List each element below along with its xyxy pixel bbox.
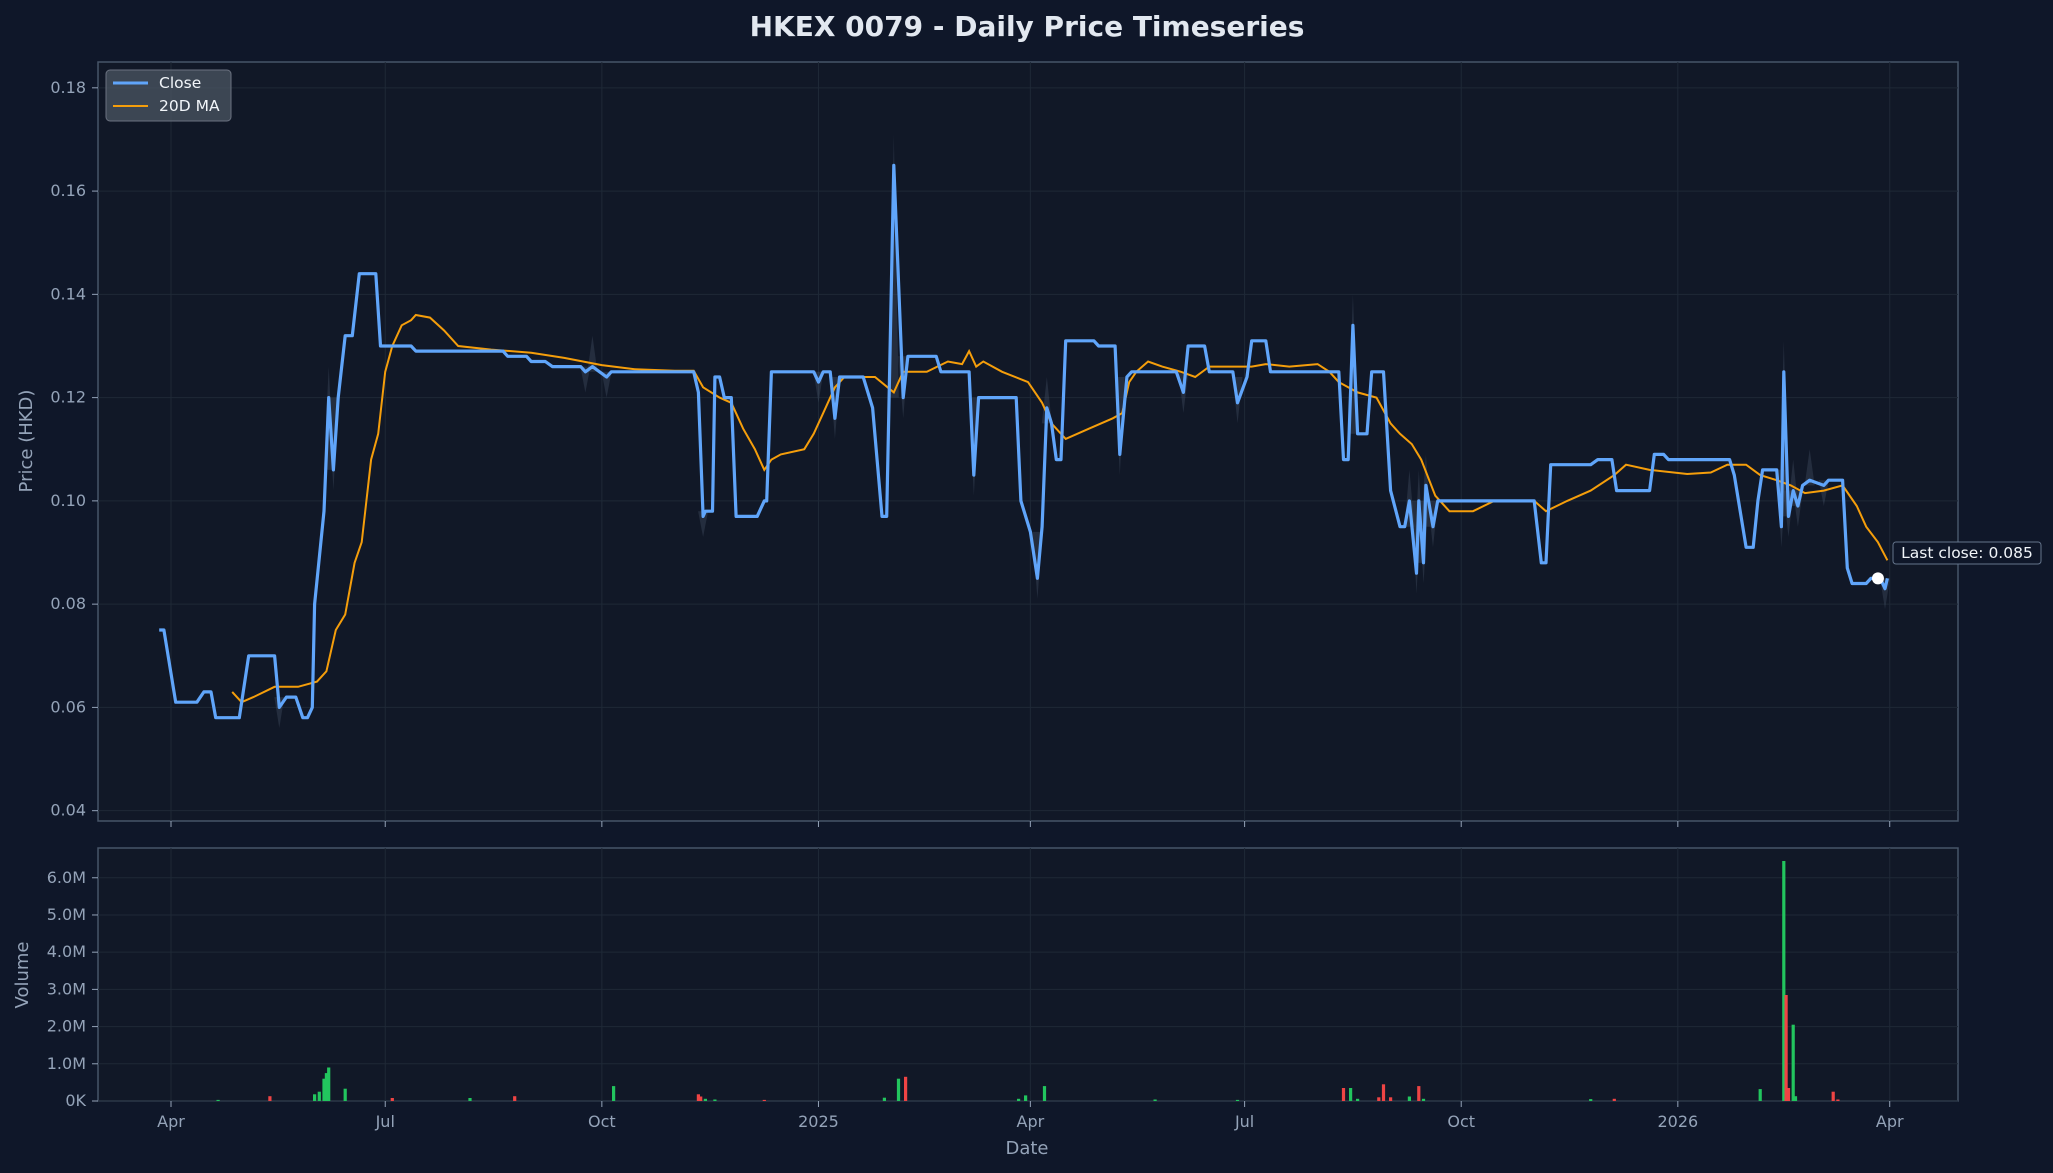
volume-bar	[317, 1091, 321, 1101]
volume-bar	[1784, 995, 1788, 1101]
price-y-tick-label: 0.18	[50, 78, 86, 97]
x-tick-label: 2025	[798, 1112, 839, 1131]
volume-bar	[612, 1086, 616, 1101]
volume-bar	[1782, 861, 1786, 1101]
x-tick-label: Jul	[375, 1112, 395, 1131]
volume-bar	[1389, 1097, 1393, 1101]
price-y-axis-label: Price (HKD)	[16, 390, 37, 493]
x-tick-label: Apr	[1876, 1112, 1904, 1131]
last-close-annotation: Last close: 0.085	[1892, 541, 2042, 565]
volume-bar	[1153, 1099, 1157, 1101]
volume-bar	[1791, 1024, 1795, 1101]
volume-bar	[1831, 1091, 1835, 1101]
volume-bar	[324, 1073, 328, 1101]
volume-y-tick-label: 4.0M	[47, 942, 86, 961]
x-tick-label: Oct	[1447, 1112, 1475, 1131]
volume-bar	[327, 1067, 331, 1101]
volume-bar	[1356, 1098, 1360, 1101]
volume-bar	[343, 1088, 347, 1101]
volume-bar	[1793, 1096, 1798, 1101]
volume-y-tick-label: 1.0M	[47, 1054, 86, 1073]
x-tick-label: Oct	[588, 1112, 616, 1131]
price-panel-frame	[97, 61, 1959, 822]
volume-y-tick-label: 2.0M	[47, 1017, 86, 1036]
volume-bar	[268, 1096, 272, 1101]
volume-y-ticks: 0K 1.0M 2.0M 3.0M 4.0M 5.0M 6.0M	[47, 868, 98, 1110]
volume-bar	[1758, 1089, 1762, 1101]
volume-bar	[1381, 1084, 1386, 1101]
volume-bar	[1017, 1098, 1021, 1101]
volume-grid	[98, 848, 1958, 1102]
volume-bar	[904, 1076, 908, 1101]
volume-panel-frame	[97, 847, 1959, 1102]
volume-bar	[1786, 1088, 1791, 1101]
volume-bar	[762, 1099, 766, 1101]
price-y-tick-label: 0.08	[50, 594, 86, 613]
volume-bar	[1417, 1086, 1421, 1101]
volume-bar	[1836, 1099, 1840, 1101]
volume-panel: 0K 1.0M 2.0M 3.0M 4.0M 5.0M 6.0M Volume	[12, 847, 1959, 1110]
price-panel: 0.04 0.06 0.08 0.10 0.12 0.14 0.16 0.18 Last cl…	[16, 61, 2042, 822]
volume-bar	[896, 1078, 901, 1101]
volume-bar	[1407, 1096, 1411, 1101]
volume-bar	[703, 1098, 707, 1101]
close-range-shade	[601, 371, 612, 398]
volume-bar	[513, 1096, 517, 1101]
x-axis-label: Date	[1005, 1138, 1048, 1159]
volume-bar	[1589, 1099, 1593, 1101]
close-range-shade	[580, 366, 591, 393]
volume-bar	[1349, 1088, 1353, 1101]
volume-bar	[696, 1094, 700, 1101]
price-y-tick-label: 0.06	[50, 697, 86, 716]
x-tick-label: Jul	[1234, 1112, 1254, 1131]
volume-bar	[1421, 1098, 1426, 1101]
volume-bar	[313, 1094, 317, 1101]
volume-bar	[216, 1099, 220, 1101]
legend-ma-label: 20D MA	[159, 97, 220, 115]
chart-title: HKEX 0079 - Daily Price Timeseries	[750, 10, 1305, 43]
volume-bar	[322, 1078, 326, 1101]
x-tick-label: Apr	[1017, 1112, 1045, 1131]
volume-bar	[1377, 1097, 1381, 1101]
close-range-shade	[1804, 449, 1815, 486]
price-y-tick-label: 0.14	[50, 284, 86, 303]
x-axis-ticks: Apr Jul Oct 2025 Apr Jul Oct 2026 Apr	[157, 821, 1904, 1131]
volume-bar	[882, 1097, 886, 1101]
price-y-tick-label: 0.04	[50, 801, 86, 820]
ma20-series-line	[231, 313, 1889, 704]
x-tick-label: 2026	[1657, 1112, 1698, 1131]
volume-y-axis-label: Volume	[12, 942, 33, 1009]
volume-bar	[1235, 1099, 1240, 1101]
volume-bar	[1341, 1088, 1346, 1101]
volume-bar	[1042, 1086, 1047, 1101]
volume-y-tick-label: 5.0M	[47, 905, 86, 924]
price-y-tick-label: 0.12	[50, 388, 86, 407]
volume-y-tick-label: 3.0M	[47, 979, 86, 998]
annotation-label: Last close: 0.085	[1901, 544, 2033, 562]
volume-y-tick-label: 0K	[65, 1091, 86, 1110]
volume-y-tick-label: 6.0M	[47, 868, 86, 887]
price-y-tick-label: 0.10	[50, 491, 86, 510]
legend-close-label: Close	[159, 74, 201, 92]
volume-bar	[1612, 1098, 1616, 1101]
price-y-tick-label: 0.16	[50, 181, 86, 200]
price-y-ticks: 0.04 0.06 0.08 0.10 0.12 0.14 0.16 0.18	[50, 78, 98, 820]
close-series-line	[159, 163, 1889, 720]
annotation-box	[1892, 541, 2042, 565]
last-close-marker	[1871, 572, 1884, 585]
volume-bar	[713, 1099, 717, 1101]
x-tick-label: Apr	[157, 1112, 185, 1131]
volume-bars	[216, 861, 1840, 1101]
close-range-shade	[698, 511, 709, 538]
price-grid	[98, 62, 1958, 821]
close-range-shade	[1818, 480, 1829, 507]
volume-bar	[1024, 1095, 1028, 1101]
volume-bar	[699, 1096, 703, 1101]
volume-bar	[390, 1098, 394, 1101]
volume-bar	[468, 1098, 472, 1101]
legend: Close 20D MA	[105, 69, 232, 122]
